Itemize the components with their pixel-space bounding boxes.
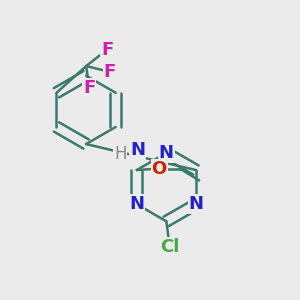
Text: F: F — [101, 41, 113, 59]
Text: N: N — [130, 141, 145, 159]
Text: O: O — [152, 160, 167, 178]
Text: N: N — [129, 195, 144, 213]
Text: H: H — [114, 145, 127, 163]
Text: F: F — [104, 63, 116, 81]
Text: Cl: Cl — [160, 238, 179, 256]
Text: N: N — [159, 144, 174, 162]
Text: N: N — [188, 195, 203, 213]
Text: F: F — [83, 79, 95, 97]
